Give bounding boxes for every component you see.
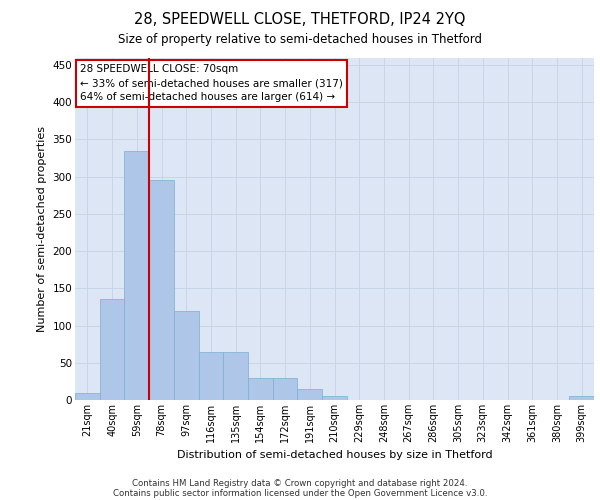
- Bar: [75, 392, 100, 400]
- Bar: [149, 180, 174, 400]
- Bar: [248, 378, 273, 400]
- Text: Size of property relative to semi-detached houses in Thetford: Size of property relative to semi-detach…: [118, 32, 482, 46]
- Text: Contains public sector information licensed under the Open Government Licence v3: Contains public sector information licen…: [113, 488, 487, 498]
- Text: 28, SPEEDWELL CLOSE, THETFORD, IP24 2YQ: 28, SPEEDWELL CLOSE, THETFORD, IP24 2YQ: [134, 12, 466, 28]
- Bar: [322, 396, 347, 400]
- Bar: [273, 378, 298, 400]
- Bar: [124, 150, 149, 400]
- Bar: [569, 396, 594, 400]
- Bar: [298, 389, 322, 400]
- Bar: [100, 300, 124, 400]
- X-axis label: Distribution of semi-detached houses by size in Thetford: Distribution of semi-detached houses by …: [176, 450, 493, 460]
- Text: 28 SPEEDWELL CLOSE: 70sqm
← 33% of semi-detached houses are smaller (317)
64% of: 28 SPEEDWELL CLOSE: 70sqm ← 33% of semi-…: [80, 64, 343, 102]
- Text: Contains HM Land Registry data © Crown copyright and database right 2024.: Contains HM Land Registry data © Crown c…: [132, 478, 468, 488]
- Bar: [199, 352, 223, 400]
- Bar: [223, 352, 248, 400]
- Bar: [174, 310, 199, 400]
- Y-axis label: Number of semi-detached properties: Number of semi-detached properties: [37, 126, 47, 332]
